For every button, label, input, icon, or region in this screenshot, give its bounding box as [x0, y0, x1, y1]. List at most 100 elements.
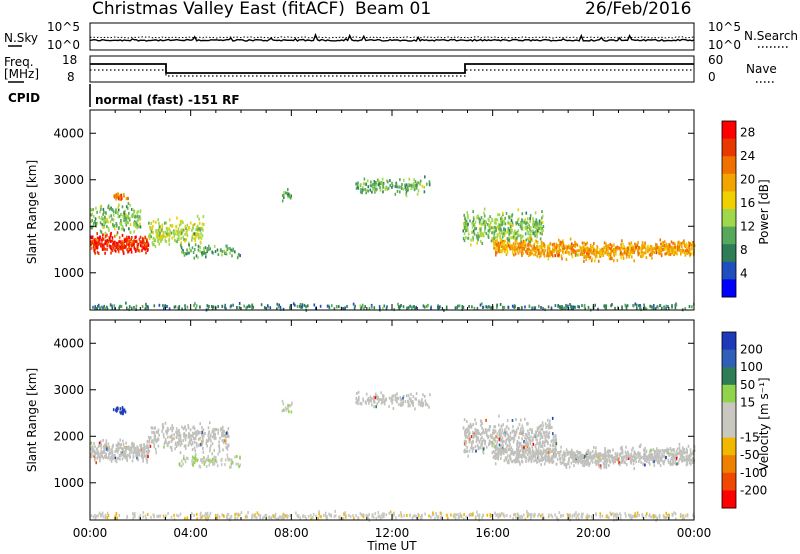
heatmap-cell — [627, 452, 630, 456]
heatmap-cell — [560, 306, 562, 310]
heatmap-cell — [668, 453, 670, 457]
heatmap-cell — [479, 218, 482, 222]
heatmap-cell — [266, 304, 269, 308]
heatmap-cell — [135, 239, 137, 243]
heatmap-cell — [207, 248, 210, 252]
heatmap-cell — [575, 249, 578, 253]
heatmap-cell — [197, 256, 199, 260]
heatmap-cell — [264, 513, 267, 517]
heatmap-cell — [417, 181, 419, 185]
heatmap-cell — [570, 247, 573, 250]
heatmap-cell — [493, 240, 495, 244]
heatmap-cell — [496, 251, 498, 255]
heatmap-cell — [540, 455, 543, 459]
colorbar-swatch — [722, 279, 736, 298]
heatmap-cell — [189, 428, 192, 432]
heatmap-cell — [146, 440, 149, 444]
heatmap-cell — [605, 304, 608, 308]
heatmap-cell — [507, 454, 509, 458]
heatmap-cell — [626, 455, 628, 459]
heatmap-cell — [528, 304, 531, 308]
heatmap-cell — [385, 307, 388, 311]
heatmap-cell — [402, 305, 405, 309]
heatmap-cell — [631, 255, 633, 259]
heatmap-cell — [352, 302, 355, 306]
colorbar-tick-label: 24 — [740, 149, 755, 163]
heatmap-cell — [115, 249, 117, 253]
heatmap-cell — [129, 455, 131, 459]
heatmap-cell — [146, 513, 149, 516]
heatmap-cell — [96, 243, 99, 247]
heatmap-cell — [548, 422, 550, 426]
heatmap-cell — [665, 244, 668, 248]
heatmap-cell — [182, 462, 184, 466]
heatmap-cell — [121, 224, 124, 228]
heatmap-cell — [176, 436, 178, 439]
heatmap-cell — [123, 446, 126, 449]
heatmap-cell — [506, 244, 508, 248]
heatmap-cell — [424, 394, 426, 398]
heatmap-cell — [470, 446, 472, 450]
heatmap-cell — [170, 435, 173, 438]
heatmap-cell — [466, 429, 469, 433]
heatmap-cell — [125, 220, 127, 224]
heatmap-cell — [531, 247, 534, 251]
heatmap-cell — [184, 425, 186, 429]
heatmap-cell — [137, 249, 140, 253]
heatmap-cell — [540, 244, 542, 248]
heatmap-cell — [227, 432, 229, 436]
heatmap-cell — [201, 227, 204, 231]
heatmap-cell — [402, 394, 405, 398]
heatmap-cell — [630, 452, 633, 456]
heatmap-cell — [115, 222, 118, 225]
heatmap-cell — [115, 443, 118, 447]
heatmap-cell — [99, 457, 101, 461]
heatmap-cell — [503, 227, 505, 231]
heatmap-cell — [115, 512, 118, 515]
heatmap-cell — [532, 451, 535, 455]
heatmap-cell — [177, 443, 180, 447]
heatmap-cell — [478, 235, 480, 239]
heatmap-cell — [503, 240, 505, 243]
heatmap-cell — [576, 459, 578, 463]
heatmap-cell — [659, 463, 662, 467]
heatmap-cell — [551, 243, 554, 247]
heatmap-cell — [112, 208, 114, 212]
heatmap-cell — [364, 305, 366, 309]
heatmap-cell — [536, 434, 538, 438]
heatmap-cell — [463, 213, 465, 217]
heatmap-cell — [667, 448, 670, 452]
heatmap-cell — [147, 450, 149, 454]
heatmap-cell — [547, 447, 549, 451]
heatmap-cell — [559, 453, 561, 457]
heatmap-cell — [485, 432, 488, 436]
heatmap-cell — [95, 245, 98, 249]
heatmap-cell — [371, 305, 373, 309]
heatmap-cell — [606, 460, 608, 464]
heatmap-cell — [369, 184, 372, 188]
heatmap-cell — [206, 458, 208, 461]
heatmap-cell — [205, 255, 207, 259]
heatmap-cell — [400, 401, 403, 405]
heatmap-cell — [162, 232, 165, 236]
heatmap-cell — [355, 186, 358, 190]
heatmap-cell — [544, 249, 546, 252]
heatmap-cell — [664, 515, 666, 519]
heatmap-cell — [605, 462, 608, 466]
heatmap-cell — [111, 217, 113, 221]
heatmap-cell — [109, 238, 111, 242]
heatmap-cell — [498, 244, 500, 248]
heatmap-cell — [501, 439, 504, 443]
heatmap-cell — [649, 457, 651, 461]
heatmap-cell — [158, 242, 160, 246]
heatmap-cell — [121, 197, 123, 200]
heatmap-cell — [157, 430, 159, 434]
heatmap-cell — [205, 441, 208, 445]
heatmap-cell — [143, 454, 146, 458]
heatmap-cell — [173, 305, 176, 309]
heatmap-cell — [375, 516, 378, 520]
heatmap-cell — [98, 238, 101, 241]
heatmap-cell — [604, 450, 606, 453]
heatmap-cell — [507, 230, 509, 233]
heatmap-cell — [149, 227, 152, 231]
